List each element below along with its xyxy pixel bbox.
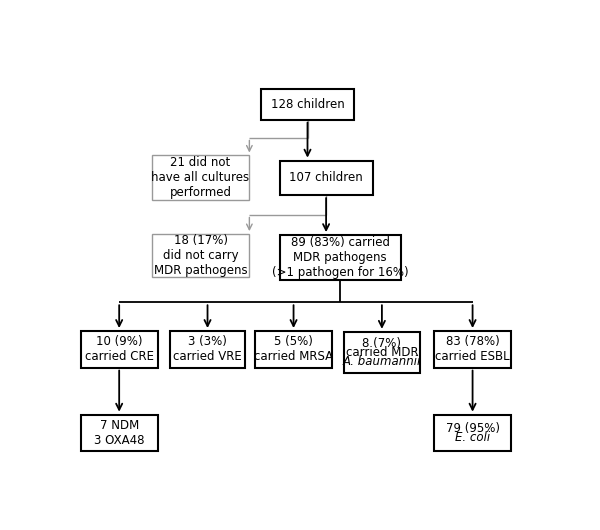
- Text: 7 NDM
3 OXA48: 7 NDM 3 OXA48: [94, 419, 145, 447]
- Text: 128 children: 128 children: [271, 98, 344, 111]
- Text: E. coli: E. coli: [455, 431, 490, 444]
- Bar: [344, 332, 420, 373]
- Bar: [434, 331, 511, 368]
- Text: carried MDR: carried MDR: [346, 346, 418, 359]
- Bar: [152, 234, 250, 277]
- Text: 83 (78%)
carried ESBL: 83 (78%) carried ESBL: [435, 335, 510, 363]
- Text: 107 children: 107 children: [289, 171, 363, 184]
- Text: 89 (83%) carried
MDR pathogens
(>1 pathogen for 16%): 89 (83%) carried MDR pathogens (>1 patho…: [272, 236, 409, 279]
- Text: 5 (5%)
carried MRSA: 5 (5%) carried MRSA: [254, 335, 333, 363]
- Bar: [170, 331, 245, 368]
- Bar: [152, 155, 250, 200]
- Bar: [81, 414, 158, 452]
- Bar: [255, 331, 332, 368]
- Text: 10 (9%)
carried CRE: 10 (9%) carried CRE: [85, 335, 154, 363]
- Text: 18 (17%)
did not carry
MDR pathogens: 18 (17%) did not carry MDR pathogens: [154, 234, 247, 277]
- Bar: [261, 89, 354, 120]
- Bar: [81, 331, 158, 368]
- Bar: [280, 235, 401, 280]
- Text: 3 (3%)
carried VRE: 3 (3%) carried VRE: [173, 335, 242, 363]
- Text: A. baumannii: A. baumannii: [343, 355, 421, 368]
- Bar: [280, 161, 373, 195]
- Text: 79 (95%): 79 (95%): [446, 422, 500, 435]
- Text: 8 (7%): 8 (7%): [362, 337, 401, 350]
- Text: 21 did not
have all cultures
performed: 21 did not have all cultures performed: [151, 156, 250, 199]
- Bar: [434, 414, 511, 452]
